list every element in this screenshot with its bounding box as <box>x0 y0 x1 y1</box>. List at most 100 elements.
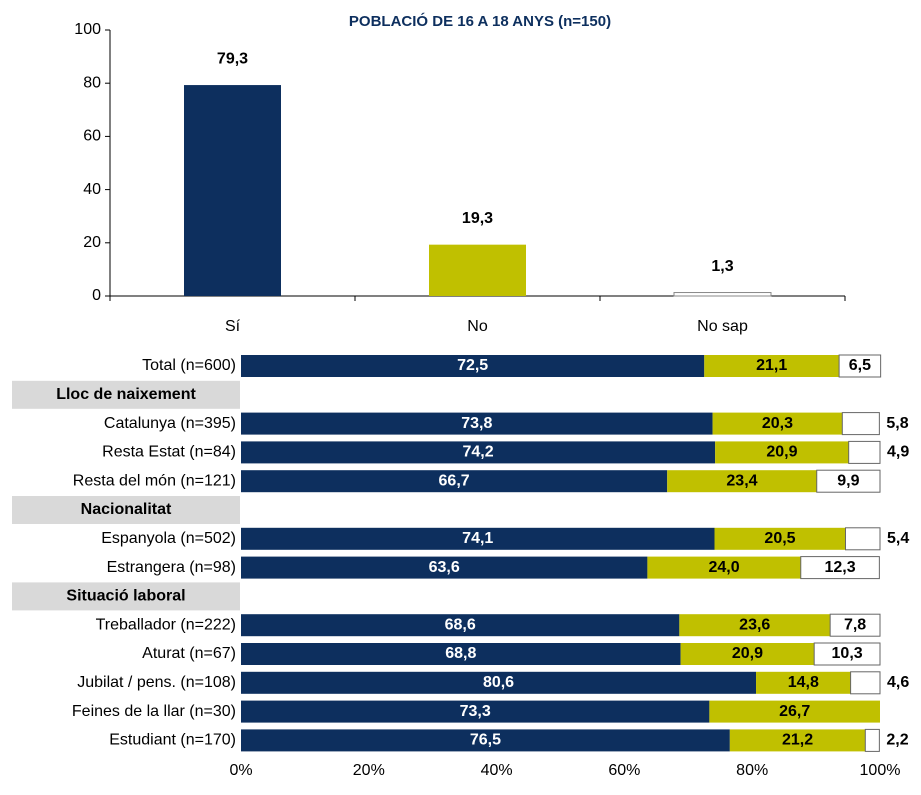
bar-segment <box>829 613 881 637</box>
data-label: 4,9 <box>887 444 909 461</box>
data-label: 19,3 <box>462 210 493 227</box>
y-tick-label: Feines de la llar (n=30) <box>72 703 236 720</box>
bar-segment <box>241 355 705 377</box>
group-header: Lloc de naixement <box>56 386 196 403</box>
data-label: 1,3 <box>711 258 733 275</box>
data-label: 5,4 <box>887 530 909 547</box>
group-header-box <box>12 380 240 409</box>
y-tick-label: 60 <box>83 128 101 145</box>
bar-segment <box>647 556 801 579</box>
bar-segment <box>241 643 681 665</box>
data-label: 2,2 <box>886 732 908 749</box>
data-label: 23,6 <box>739 616 770 633</box>
data-label: 20,5 <box>764 530 795 547</box>
data-label: 80,6 <box>483 674 514 691</box>
data-label: 68,6 <box>445 616 476 633</box>
data-label: 5,8 <box>886 415 908 432</box>
bar-segment <box>241 441 716 464</box>
data-label: 9,9 <box>837 472 859 489</box>
x-tick-label: Sí <box>225 318 241 335</box>
data-label: 74,2 <box>462 444 493 461</box>
bar-segment <box>756 671 851 694</box>
bar-segment <box>241 729 730 752</box>
data-label: 7,8 <box>844 616 866 633</box>
bar-segment <box>838 354 882 378</box>
bar <box>429 244 526 296</box>
bar-segment <box>241 470 668 493</box>
x-tick-label: 80% <box>736 762 768 779</box>
bar-segment <box>800 556 880 580</box>
y-tick-label: 0 <box>92 287 101 304</box>
data-label: 12,3 <box>824 559 855 576</box>
data-label: 21,2 <box>782 732 813 749</box>
data-label: 74,1 <box>462 530 493 547</box>
group-header-box <box>12 582 240 611</box>
data-label: 20,3 <box>762 415 793 432</box>
bar-segment <box>850 671 881 695</box>
group-header: Nacionalitat <box>81 501 172 518</box>
data-label: 68,8 <box>445 645 476 662</box>
y-tick-label: Espanyola (n=502) <box>101 530 236 547</box>
data-label: 63,6 <box>429 559 460 576</box>
data-label: 76,5 <box>470 732 501 749</box>
data-label: 79,3 <box>217 50 248 67</box>
chart-title: POBLACIÓ DE 16 A 18 ANYS (n=150) <box>349 12 611 30</box>
y-tick-label: 20 <box>83 234 101 251</box>
bar-segment <box>241 527 715 550</box>
bar-segment <box>709 700 880 723</box>
bar <box>673 292 772 297</box>
bar-segment <box>729 729 866 752</box>
x-tick-label: 20% <box>353 762 385 779</box>
data-label: 10,3 <box>832 645 863 662</box>
data-label: 21,1 <box>756 357 787 374</box>
bar-segment <box>680 643 815 665</box>
x-tick-label: 60% <box>608 762 640 779</box>
data-label: 20,9 <box>766 444 797 461</box>
bar-segment <box>864 728 880 752</box>
bar-segment <box>844 527 881 551</box>
bar-segment <box>241 671 757 694</box>
y-tick-label: Resta del món (n=121) <box>73 472 236 489</box>
data-label: 20,9 <box>732 645 763 662</box>
data-label: 23,4 <box>726 472 757 489</box>
bar-segment <box>241 556 648 579</box>
data-label: 26,7 <box>779 703 810 720</box>
y-tick-label: Catalunya (n=395) <box>104 415 236 432</box>
data-label: 14,8 <box>788 674 819 691</box>
data-label: 6,5 <box>849 357 871 374</box>
y-tick-label: Aturat (n=67) <box>142 645 236 662</box>
data-label: 66,7 <box>439 472 470 489</box>
bar-segment <box>813 642 881 666</box>
y-tick-label: Total (n=600) <box>142 357 236 374</box>
data-label: 24,0 <box>709 559 740 576</box>
data-label: 72,5 <box>457 357 488 374</box>
bar-segment <box>241 614 680 637</box>
bar-segment <box>241 700 710 723</box>
group-header: Situació laboral <box>66 588 185 605</box>
bar-segment <box>848 440 881 464</box>
bar-segment <box>667 470 817 493</box>
y-tick-label: Estudiant (n=170) <box>109 732 236 749</box>
bar-segment <box>715 441 849 464</box>
data-label: 73,8 <box>461 415 492 432</box>
y-tick-label: 80 <box>83 74 101 91</box>
bar-segment <box>241 412 713 435</box>
bar-segment <box>712 412 843 435</box>
bar-segment <box>679 614 831 637</box>
y-tick-label: Jubilat / pens. (n=108) <box>77 674 236 691</box>
bar-segment <box>704 355 840 377</box>
bar-segment <box>714 527 846 550</box>
x-tick-label: No <box>467 318 488 335</box>
y-tick-label: Treballador (n=222) <box>96 616 236 633</box>
x-tick-label: 0% <box>229 762 252 779</box>
bar-segment <box>841 412 880 436</box>
data-label: 4,6 <box>887 674 909 691</box>
x-tick-label: 40% <box>481 762 513 779</box>
y-tick-label: Resta Estat (n=84) <box>102 444 236 461</box>
y-tick-label: Estrangera (n=98) <box>107 559 236 576</box>
y-tick-label: 40 <box>83 181 101 198</box>
x-tick-label: 100% <box>860 762 901 779</box>
y-tick-label: 100 <box>74 21 101 38</box>
bar <box>184 85 281 296</box>
